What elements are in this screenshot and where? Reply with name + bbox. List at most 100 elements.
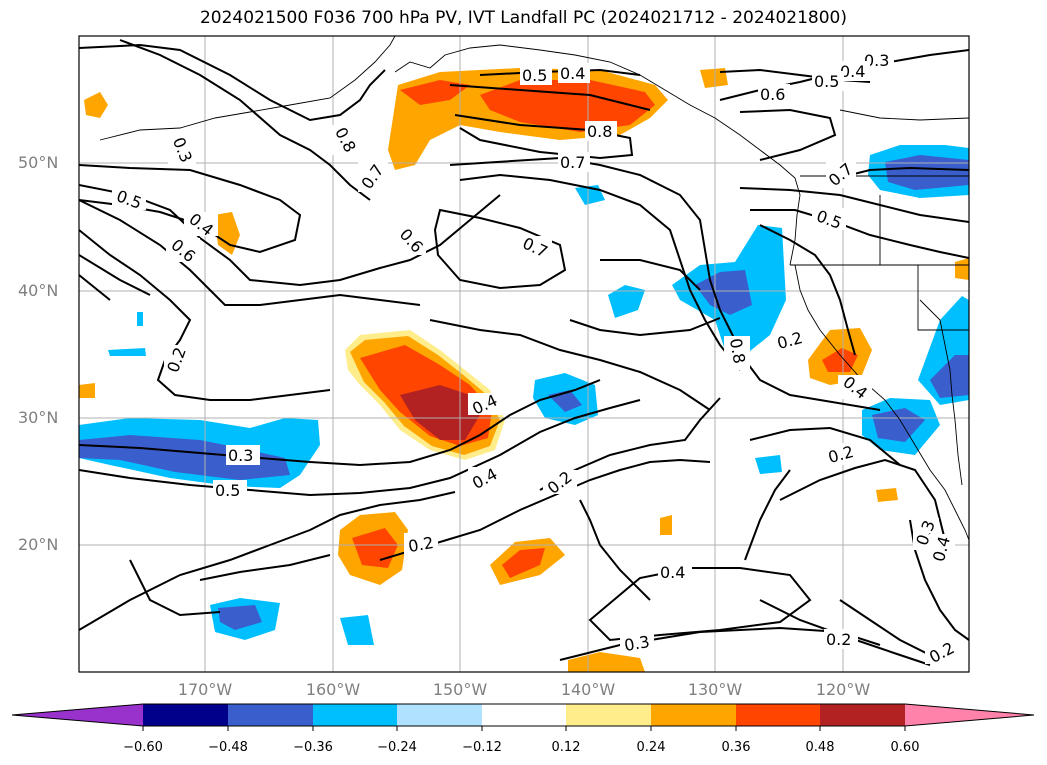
colorbar-tick-label: −0.36 (293, 740, 333, 755)
contour-label: 0.6 (758, 84, 790, 104)
contour-label: 0.4 (468, 391, 502, 419)
svg-text:0.8: 0.8 (726, 337, 749, 365)
colorbar-tick-label: 0.36 (721, 740, 751, 755)
contour-label: 0.7 (518, 234, 552, 262)
negative-anomaly-region (930, 355, 969, 398)
lat-label-20n: 20°N (18, 535, 59, 554)
colorbar-segment (736, 704, 820, 726)
lon-label-120w: 120°W (815, 680, 871, 699)
svg-text:0.8: 0.8 (587, 122, 612, 141)
contour-label: 0.4 (658, 562, 692, 582)
svg-text:0.4: 0.4 (560, 64, 585, 83)
shading-layer (79, 68, 969, 672)
positive-anomaly-region (822, 348, 858, 372)
colorbar-tick-label: −0.60 (123, 740, 163, 755)
lat-label-30n: 30°N (18, 408, 59, 427)
contour-label: 0.7 (358, 161, 388, 193)
contour-label: 0.4 (838, 61, 870, 81)
svg-text:0.2: 0.2 (407, 533, 435, 556)
contour-label: 0.4 (184, 209, 218, 240)
contour-label: 0.7 (825, 159, 857, 190)
contour-label: 0.6 (166, 235, 200, 266)
svg-text:0.3: 0.3 (864, 51, 889, 70)
contour-label: 0.2 (773, 328, 807, 353)
lat-label-50n: 50°N (18, 153, 59, 172)
contour-label: 0.5 (520, 65, 552, 85)
colorbar-extend-low (12, 704, 143, 726)
contour-label: 0.5 (812, 71, 844, 91)
colorbar-segment (566, 704, 651, 726)
contour-label: 0.2 (404, 533, 438, 556)
contour-label: 0.8 (724, 336, 750, 370)
negative-anomaly-region (108, 348, 146, 356)
svg-text:0.3: 0.3 (623, 632, 651, 655)
svg-text:0.5: 0.5 (814, 72, 839, 91)
contour-label: 0.4 (468, 464, 502, 493)
contour-label: 0.2 (824, 629, 858, 649)
positive-anomaly-region (502, 548, 545, 578)
contour-label-layer: 0.5 0.4 0.3 0.4 0.5 0.6 0.8 0.7 0.8 0.3 … (112, 50, 959, 667)
contour-label: 0.7 (558, 152, 590, 172)
negative-anomaly-region (885, 155, 969, 190)
positive-anomaly-region (480, 80, 655, 132)
negative-anomaly-region (872, 408, 925, 442)
contour-label: 0.2 (163, 345, 190, 377)
contour-label: 0.2 (925, 638, 959, 667)
lon-label-140w: 140°W (560, 680, 616, 699)
negative-anomaly-region (137, 312, 143, 326)
svg-text:0.5: 0.5 (215, 481, 240, 500)
negative-anomaly-region (218, 605, 262, 630)
contour-label: 0.2 (543, 467, 577, 498)
negative-anomaly-region (695, 270, 752, 315)
graticule (79, 36, 969, 672)
contour-label: 0.3 (620, 632, 654, 655)
svg-text:0.6: 0.6 (760, 85, 785, 104)
colorbar-extend-high (905, 704, 1034, 726)
positive-anomaly-region (79, 383, 95, 398)
contour-label: 0.8 (585, 121, 617, 141)
positive-anomaly-region (84, 92, 108, 118)
negative-anomaly-region (79, 435, 290, 480)
contour-label: 0.8 (330, 124, 360, 155)
colorbar-tick-label: 0.12 (551, 740, 581, 755)
lon-label-130w: 130°W (687, 680, 743, 699)
lon-label-160w: 160°W (305, 680, 361, 699)
contour-label: 0.4 (838, 372, 872, 403)
colorbar-tick-label: −0.12 (462, 740, 502, 755)
contour-label: 0.6 (396, 225, 427, 257)
colorbar-tick-label: −0.24 (377, 740, 417, 755)
contour-label: 0.4 (558, 63, 590, 83)
colorbar-segment (651, 704, 736, 726)
contour-label: 0.3 (226, 445, 260, 465)
positive-anomaly-region (955, 258, 969, 280)
colorbar (11, 703, 1035, 731)
svg-text:0.5: 0.5 (522, 66, 547, 85)
contour-label: 0.2 (824, 442, 858, 467)
positive-anomaly-region (660, 515, 672, 535)
contour-label: 0.5 (213, 480, 247, 500)
svg-text:0.3: 0.3 (228, 446, 253, 465)
colorbar-segment (313, 704, 397, 726)
colorbar-segment (397, 704, 482, 726)
negative-anomaly-region (755, 455, 782, 474)
map-plot-area: 0.5 0.4 0.3 0.4 0.5 0.6 0.8 0.7 0.8 0.3 … (79, 36, 969, 672)
colorbar-segment (482, 704, 566, 726)
colorbar-segment (228, 704, 313, 726)
map-frame (78, 35, 970, 673)
lon-label-170w: 170°W (177, 680, 233, 699)
lon-label-150w: 150°W (432, 680, 488, 699)
contour-label: 0.5 (112, 186, 146, 213)
svg-text:0.4: 0.4 (840, 62, 865, 81)
colorbar-tick-label: 0.48 (805, 740, 835, 755)
contour-label: 0.3 (168, 134, 196, 165)
positive-anomaly-region (214, 212, 240, 255)
positive-anomaly-region (876, 488, 898, 502)
svg-text:0.4: 0.4 (660, 563, 685, 582)
positive-anomaly-region (568, 652, 645, 672)
contour-label: 0.4 (929, 534, 955, 566)
colorbar-tick-label: 0.24 (636, 740, 666, 755)
map-title: 2024021500 F036 700 hPa PV, IVT Landfall… (199, 8, 847, 28)
contour-label: 0.5 (812, 206, 846, 233)
lat-label-40n: 40°N (18, 281, 59, 300)
